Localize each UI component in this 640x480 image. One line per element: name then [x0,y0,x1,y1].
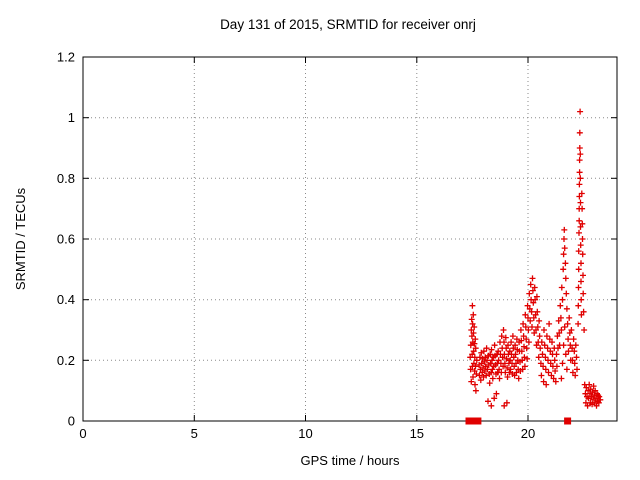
chart-title: Day 131 of 2015, SRMTID for receiver onr… [220,17,476,32]
y-axis-label: SRMTID / TECUs [13,187,28,290]
zero-marker [564,417,572,425]
x-tick-label: 10 [298,426,312,441]
y-tick-label: 0 [68,414,75,429]
scatter-series-srmtid-points [467,108,604,409]
y-tick-label: 0.4 [57,292,75,307]
zero-marker [474,417,482,425]
y-tick-label: 0.8 [57,171,75,186]
plot-area: 0 5 10 15 20 0 0.2 0.4 0.6 0.8 1 1.2 [57,50,618,441]
x-tick-label: 20 [521,426,535,441]
y-tick-label: 0.6 [57,232,75,247]
x-tick-label: 5 [191,426,198,441]
y-tick-label: 1 [68,110,75,125]
y-tick-label: 1.2 [57,50,75,65]
x-tick-label: 15 [410,426,424,441]
y-tick-label: 0.2 [57,353,75,368]
x-axis-label: GPS time / hours [301,453,400,468]
x-tick-label: 0 [79,426,86,441]
